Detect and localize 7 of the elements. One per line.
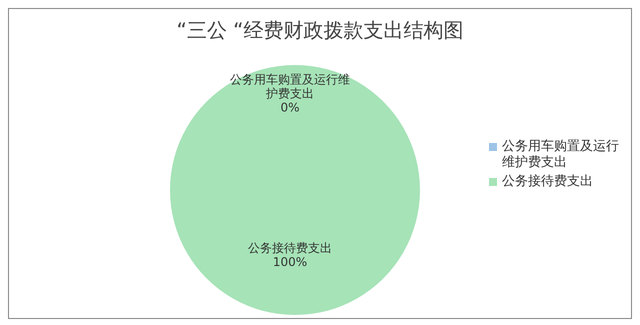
- legend-label: 公务接待费支出: [502, 174, 593, 190]
- chart-title: “三公 “经费财政拨款支出结构图: [175, 17, 465, 44]
- text: 0%: [280, 100, 300, 114]
- legend-label: 公务用车购置及运行维护费支出: [502, 139, 620, 171]
- slice-label: 公务接待费支出: [247, 240, 333, 254]
- data-label: 100%: [272, 254, 308, 268]
- category-label: 公务用车购置及运行维护费支出: [230, 72, 350, 100]
